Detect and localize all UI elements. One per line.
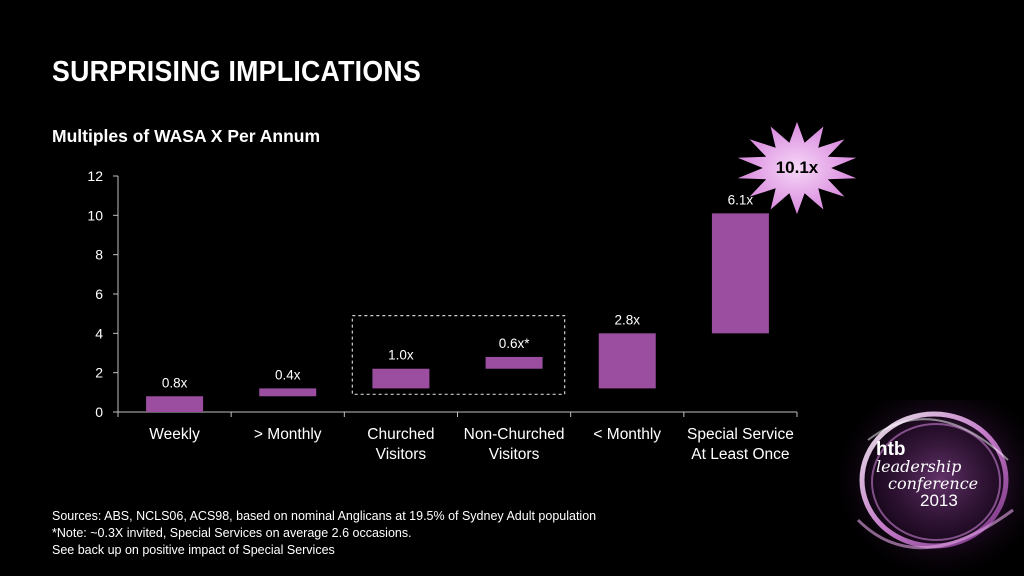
bar bbox=[372, 368, 430, 389]
y-tick-label: 4 bbox=[95, 325, 103, 341]
conference-logo bbox=[838, 400, 1024, 576]
logo-text: htb leadership conference 2013 bbox=[876, 439, 979, 510]
data-label: 0.8x bbox=[162, 375, 188, 390]
category-label: Non-Churched bbox=[464, 426, 565, 443]
category-label: < Monthly bbox=[593, 426, 661, 443]
bar bbox=[711, 213, 769, 334]
visitors-highlight-box bbox=[351, 315, 566, 395]
footnotes: Sources: ABS, NCLS06, ACS98, based on no… bbox=[52, 508, 596, 559]
page-title: SURPRISING IMPLICATIONS bbox=[52, 56, 422, 88]
callout-burst: 10.1x bbox=[737, 121, 857, 215]
category-label: > Monthly bbox=[254, 426, 322, 443]
logo-line-leadership: leadership bbox=[876, 457, 962, 476]
footnote-backup: See back up on positive impact of Specia… bbox=[52, 543, 335, 557]
category-label: Visitors bbox=[489, 446, 540, 463]
footnote-note: *Note: ~0.3X invited, Special Services o… bbox=[52, 526, 412, 540]
chart-subtitle: Multiples of WASA X Per Annum bbox=[52, 126, 321, 146]
y-tick-label: 0 bbox=[95, 404, 103, 420]
data-label: 6.1x bbox=[728, 192, 754, 207]
logo-brand: htb bbox=[876, 439, 906, 460]
data-label: 1.0x bbox=[388, 348, 414, 363]
bar bbox=[259, 388, 317, 397]
y-tick-label: 10 bbox=[87, 207, 103, 223]
starburst-shape bbox=[737, 121, 857, 215]
category-label: Special Service bbox=[687, 426, 794, 443]
category-label: Churched bbox=[367, 426, 434, 443]
bar bbox=[485, 356, 543, 369]
bar bbox=[146, 396, 204, 412]
category-label: At Least Once bbox=[691, 446, 789, 463]
y-tick-label: 8 bbox=[95, 247, 103, 263]
data-label: 0.4x bbox=[275, 367, 301, 382]
bar bbox=[598, 333, 656, 389]
y-tick-label: 2 bbox=[95, 365, 103, 381]
category-label: Weekly bbox=[149, 426, 200, 443]
data-label: 0.6x* bbox=[499, 336, 531, 351]
logo-year: 2013 bbox=[920, 491, 958, 510]
data-label: 2.8x bbox=[614, 312, 640, 327]
logo-line-conference: conference bbox=[888, 474, 979, 493]
footnote-sources: Sources: ABS, NCLS06, ACS98, based on no… bbox=[52, 509, 597, 523]
category-label: Visitors bbox=[376, 446, 427, 463]
callout-value: 10.1x bbox=[776, 158, 819, 177]
y-tick-label: 6 bbox=[95, 286, 103, 302]
y-tick-label: 12 bbox=[87, 168, 103, 184]
